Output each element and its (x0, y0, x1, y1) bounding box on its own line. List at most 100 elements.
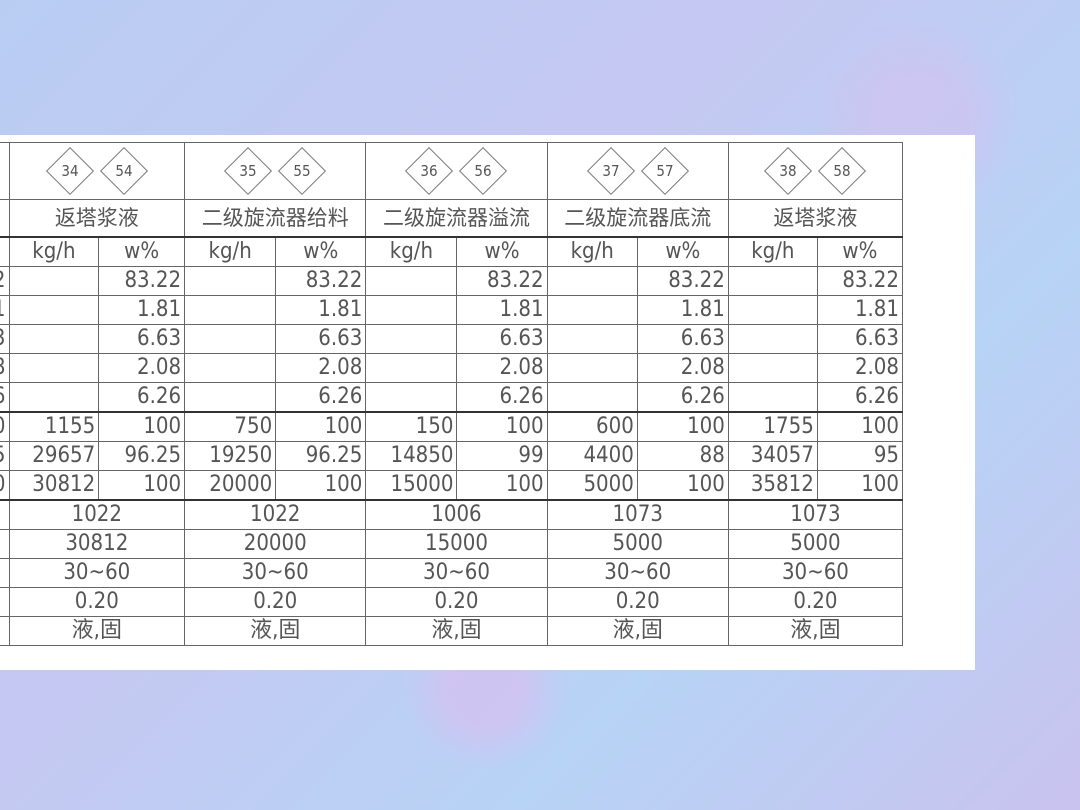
left-partial-cell: 55 (0, 441, 10, 471)
unit-kgh-header: kg/h (546, 236, 638, 267)
value-cell: 100 (98, 470, 186, 501)
value-cell (365, 382, 458, 413)
value-cell: 100 (636, 470, 729, 501)
value-cell: 6.26 (456, 382, 548, 413)
value-cell (184, 382, 277, 413)
left-partial-cell (0, 529, 10, 559)
value-cell: 100 (636, 411, 729, 442)
value-cell (8, 382, 100, 413)
left-partial-cell (0, 499, 10, 530)
left-partial-cell (0, 199, 10, 238)
value-cell: 1755 (727, 411, 818, 442)
property-value: 30~60 (8, 558, 186, 588)
value-cell: 6.26 (636, 382, 729, 413)
composition-row: 08 2.08 2.08 2.08 2.08 2.08 (0, 353, 904, 383)
property-value: 0.20 (184, 587, 367, 617)
value-cell (184, 295, 277, 325)
stream-name: 返塔浆液 (727, 199, 904, 238)
value-cell (727, 353, 818, 383)
value-cell (727, 382, 818, 413)
property-value: 液,固 (546, 616, 729, 646)
value-cell: 99 (456, 441, 548, 471)
diamond-stream-marker: 58 (818, 146, 867, 196)
left-partial-cell (0, 616, 10, 646)
value-cell: 88 (636, 441, 729, 471)
diamond-stream-marker: 38 (764, 146, 813, 196)
value-cell: 100 (275, 470, 367, 501)
value-cell: 14850 (365, 441, 458, 471)
value-cell: 6.26 (275, 382, 367, 413)
stream-id: 55 (293, 162, 311, 180)
property-value: 1073 (727, 499, 904, 530)
value-cell: 2.08 (636, 353, 729, 383)
value-cell: 95 (816, 441, 904, 471)
unit-wpct-header: w% (816, 236, 904, 267)
stream-table-sheet: 34 54 35 55 36 56 37 57 38 58 返塔浆液 二级旋流器给料 二级旋流器溢流 二级… (0, 135, 975, 670)
left-partial-cell (0, 236, 10, 267)
value-cell (365, 266, 458, 296)
property-value: 液,固 (8, 616, 186, 646)
value-cell: 1.81 (636, 295, 729, 325)
property-value: 30~60 (727, 558, 904, 588)
phase-row: 552965796.251925096.25148509944008834057… (0, 441, 904, 471)
property-value: 30~60 (365, 558, 548, 588)
value-cell (727, 295, 818, 325)
left-partial-cell: 00 (0, 411, 10, 442)
diamond-stream-marker: 36 (405, 146, 454, 196)
value-cell: 83.22 (816, 266, 904, 296)
value-cell (546, 266, 638, 296)
value-cell: 2.08 (98, 353, 186, 383)
value-cell: 1155 (8, 411, 100, 442)
value-cell: 6.26 (98, 382, 186, 413)
value-cell: 30812 (8, 470, 100, 501)
property-value: 液,固 (727, 616, 904, 646)
unit-wpct-header: w% (98, 236, 186, 267)
unit-header-row: kg/h w% kg/h w% kg/h w% kg/h w% kg/h w% (0, 236, 904, 267)
property-value: 液,固 (365, 616, 548, 646)
value-cell (365, 353, 458, 383)
unit-kgh-header: kg/h (727, 236, 818, 267)
value-cell: 35812 (727, 470, 818, 501)
left-partial-cell: 26 (0, 382, 10, 413)
property-value: 1073 (546, 499, 729, 530)
stream-id-cell: 34 54 (8, 142, 186, 200)
value-cell: 1.81 (98, 295, 186, 325)
stream-name: 二级旋流器给料 (184, 199, 367, 238)
value-cell: 83.22 (98, 266, 186, 296)
property-value: 30~60 (546, 558, 729, 588)
value-cell: 19250 (184, 441, 277, 471)
property-value: 5000 (727, 529, 904, 559)
value-cell (727, 324, 818, 354)
stream-id: 34 (61, 162, 79, 180)
value-cell: 6.63 (98, 324, 186, 354)
stream-name: 返塔浆液 (8, 199, 186, 238)
value-cell (546, 295, 638, 325)
diamond-stream-marker: 56 (459, 146, 508, 196)
diamond-stream-marker: 55 (278, 146, 327, 196)
property-value: 1022 (184, 499, 367, 530)
value-cell: 83.22 (456, 266, 548, 296)
value-cell (184, 266, 277, 296)
property-value: 1006 (365, 499, 548, 530)
phase-row: 0030812100200001001500010050001003581210… (0, 470, 904, 501)
stream-id: 36 (420, 162, 439, 180)
unit-kgh-header: kg/h (184, 236, 277, 267)
value-cell: 6.26 (816, 382, 904, 413)
value-cell (365, 295, 458, 325)
value-cell: 100 (816, 411, 904, 442)
unit-wpct-header: w% (636, 236, 729, 267)
value-cell: 83.22 (636, 266, 729, 296)
value-cell: 2.08 (275, 353, 367, 383)
value-cell: 29657 (8, 441, 100, 471)
unit-kgh-header: kg/h (8, 236, 100, 267)
composition-row: 26 6.26 6.26 6.26 6.26 6.26 (0, 382, 904, 413)
value-cell: 100 (275, 411, 367, 442)
left-partial-cell: 00 (0, 470, 10, 501)
value-cell: 96.25 (98, 441, 186, 471)
value-cell: 5000 (546, 470, 638, 501)
value-cell: 20000 (184, 470, 277, 501)
property-value: 5000 (546, 529, 729, 559)
stream-id-cell: 36 56 (365, 142, 548, 200)
property-row: 液,固 液,固 液,固 液,固 液,固 (0, 616, 904, 646)
left-partial-cell (0, 558, 10, 588)
